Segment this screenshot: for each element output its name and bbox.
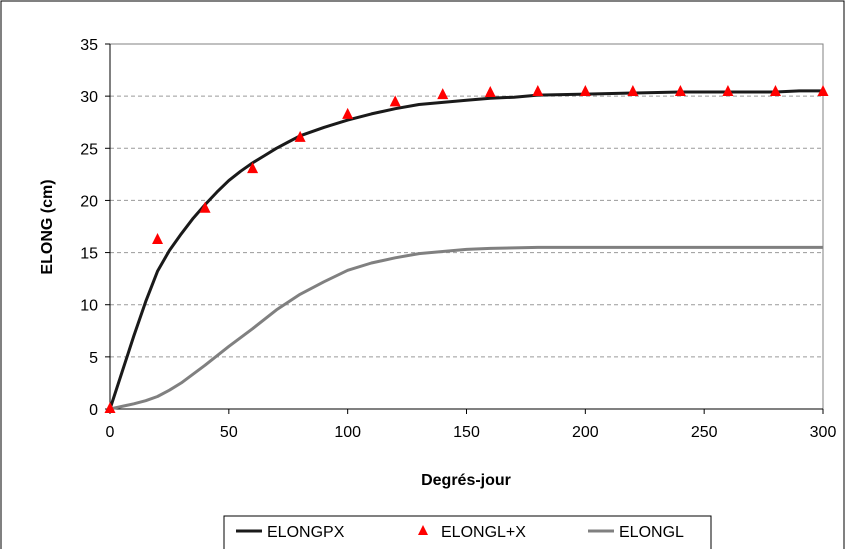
y-tick-label: 35: [80, 37, 98, 54]
data-point-elongl-x: [389, 95, 401, 107]
axis-layer: 0 5 10 15 20 25 30 35 0 50 100 150 200 250 300: [80, 37, 836, 441]
data-point-elongl-x: [817, 84, 829, 96]
data-point-elongl-x: [437, 88, 449, 100]
legend-label-elongl: ELONGL: [619, 524, 684, 541]
x-tick-label: 0: [106, 424, 115, 441]
series-line-elongpx: [108, 89, 823, 410]
data-point-elongl-x: [722, 84, 734, 96]
data-point-elongl-x: [294, 130, 306, 142]
legend-label-elongpx: ELONGPX: [267, 524, 345, 541]
x-tick-label: 200: [572, 424, 599, 441]
series-layer: [104, 84, 829, 413]
y-tick-label: 0: [89, 402, 98, 419]
x-tick-label: 50: [220, 424, 238, 441]
y-tick-label: 30: [80, 89, 98, 106]
x-axis-title: Degrés-jour: [421, 472, 511, 489]
legend-swatch-elonglx: [418, 525, 428, 535]
data-point-elongl-x: [247, 162, 259, 174]
data-point-elongl-x: [199, 201, 211, 213]
data-point-elongl-x: [104, 402, 116, 413]
y-tick-label: 5: [89, 350, 98, 367]
series-line-elongl: [109, 245, 823, 411]
x-tick-label: 150: [453, 424, 480, 441]
data-point-elongl-x: [769, 84, 781, 96]
y-tick-label: 15: [80, 246, 98, 263]
y-axis-title: ELONG (cm): [39, 179, 56, 274]
data-point-elongl-x: [484, 86, 496, 98]
data-point-elongl-x: [627, 84, 639, 96]
y-tick-label: 25: [80, 141, 98, 158]
data-point-elongl-x: [532, 84, 544, 96]
data-point-elongl-x: [152, 233, 164, 245]
legend-label-elonglx: ELONGL+X: [441, 524, 526, 541]
data-point-elongl-x: [579, 84, 591, 96]
x-tick-label: 100: [334, 424, 361, 441]
y-tick-label: 20: [80, 193, 98, 210]
legend: ELONGPX ELONGL+X ELONGL: [223, 515, 712, 554]
x-tick-label: 250: [691, 424, 718, 441]
legend-box: [223, 515, 712, 554]
data-point-elongl-x: [342, 107, 354, 119]
data-point-elongl-x: [674, 84, 686, 96]
x-tick-label: 300: [810, 424, 837, 441]
y-tick-label: 10: [80, 298, 98, 315]
